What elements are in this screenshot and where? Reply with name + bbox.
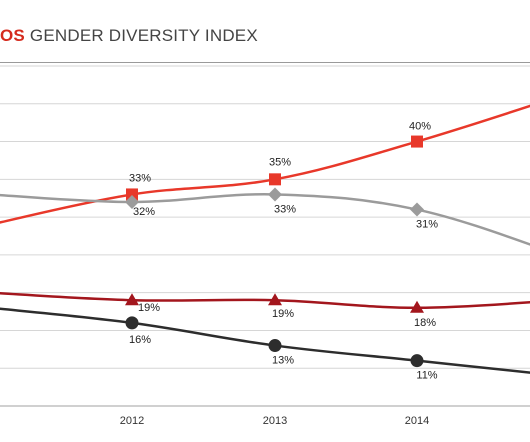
data-label: 33% <box>129 172 151 184</box>
x-axis-ticks: 2012 2013 2014 <box>120 415 429 427</box>
title-divider <box>0 62 530 63</box>
data-label: 32% <box>133 206 155 218</box>
data-label: 11% <box>416 370 437 382</box>
data-label: 16% <box>129 334 151 346</box>
series-line <box>0 104 530 224</box>
series-markers <box>125 135 424 368</box>
chart-title: OS GENDER DIVERSITY INDEX <box>0 26 258 46</box>
series-line <box>0 291 530 310</box>
x-tick-label: 2014 <box>405 415 429 427</box>
data-point-diamond <box>268 187 282 202</box>
data-label: 19% <box>138 302 160 314</box>
data-label: 40% <box>409 121 431 133</box>
data-label: 19% <box>272 308 294 320</box>
data-label: 18% <box>414 317 436 329</box>
data-point-triangle <box>410 300 424 313</box>
data-point-square <box>126 188 138 201</box>
data-point-circle <box>268 339 282 353</box>
data-labels: 29%33%35%40%33%32%33%31%20%19%19%18%18%1… <box>129 121 438 382</box>
x-tick-label: 2013 <box>263 415 287 427</box>
data-label: 33% <box>274 203 296 215</box>
data-point-diamond <box>125 195 139 209</box>
data-point-diamond <box>410 202 424 217</box>
data-point-triangle <box>268 293 282 306</box>
series-line <box>0 307 530 374</box>
data-point-square <box>269 173 281 186</box>
data-label: 35% <box>269 156 291 168</box>
data-point-triangle <box>125 293 139 306</box>
data-label: 31% <box>416 219 438 231</box>
data-label: 13% <box>272 355 294 367</box>
data-point-circle <box>410 354 424 368</box>
gridlines <box>0 65 530 407</box>
x-tick-label: 2012 <box>120 415 144 427</box>
data-point-circle <box>125 316 139 330</box>
chart-title-prefix: OS <box>0 26 25 45</box>
series-lines <box>0 104 530 374</box>
data-point-square <box>411 135 423 148</box>
chart-title-main: GENDER DIVERSITY INDEX <box>29 26 258 45</box>
